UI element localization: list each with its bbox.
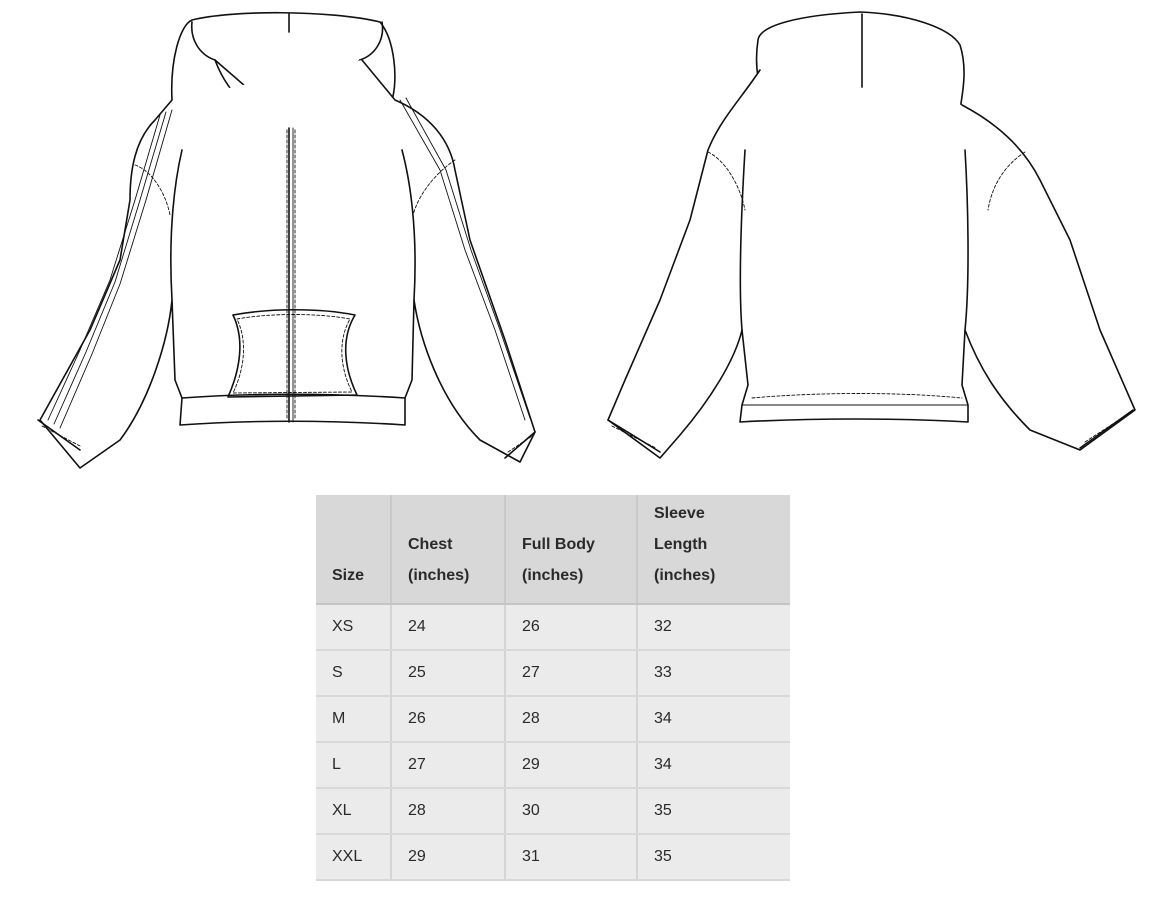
header-chest: Chest (inches) — [391, 495, 506, 605]
table-row: M 26 28 34 — [316, 696, 790, 743]
cell-full-body: 27 — [505, 650, 638, 697]
cell-chest: 29 — [391, 834, 506, 881]
cell-sleeve-length: 33 — [637, 650, 790, 697]
cell-chest: 27 — [391, 742, 506, 789]
header-text: Length — [654, 536, 708, 553]
cell-size: S — [316, 650, 392, 697]
table-row: XXL 29 31 35 — [316, 834, 790, 881]
hoodie-front-sketch — [20, 0, 580, 470]
table-row: S 25 27 33 — [316, 650, 790, 697]
size-chart-table: Size Chest (inches) Full Body (inches) Sle… — [316, 495, 790, 881]
hoodie-back-sketch — [590, 0, 1150, 470]
cell-chest: 26 — [391, 696, 506, 743]
header-text: (inches) — [522, 567, 584, 584]
cell-chest: 25 — [391, 650, 506, 697]
header-sleeve-length: Sleeve Length (inches) — [637, 495, 790, 605]
header-text: (inches) — [408, 567, 470, 584]
header-full-body: Full Body (inches) — [505, 495, 638, 605]
cell-chest: 28 — [391, 788, 506, 835]
cell-sleeve-length: 34 — [637, 742, 790, 789]
cell-full-body: 29 — [505, 742, 638, 789]
cell-full-body: 28 — [505, 696, 638, 743]
cell-full-body: 30 — [505, 788, 638, 835]
cell-size: XXL — [316, 834, 392, 881]
header-size: Size — [316, 495, 392, 605]
header-text: Full Body — [522, 536, 595, 553]
cell-sleeve-length: 32 — [637, 604, 790, 651]
header-text: Sleeve — [654, 505, 705, 522]
header-text: Size — [332, 567, 365, 584]
cell-sleeve-length: 35 — [637, 788, 790, 835]
cell-full-body: 26 — [505, 604, 638, 651]
header-text: Chest — [408, 536, 453, 553]
table-row: XL 28 30 35 — [316, 788, 790, 835]
cell-size: L — [316, 742, 392, 789]
cell-sleeve-length: 35 — [637, 834, 790, 881]
cell-size: XS — [316, 604, 392, 651]
cell-size: M — [316, 696, 392, 743]
cell-chest: 24 — [391, 604, 506, 651]
table-header-row: Size Chest (inches) Full Body (inches) Sle… — [316, 495, 790, 605]
cell-sleeve-length: 34 — [637, 696, 790, 743]
table-row: XS 24 26 32 — [316, 604, 790, 651]
cell-size: XL — [316, 788, 392, 835]
table-row: L 27 29 34 — [316, 742, 790, 789]
cell-full-body: 31 — [505, 834, 638, 881]
header-text: (inches) — [654, 567, 716, 584]
